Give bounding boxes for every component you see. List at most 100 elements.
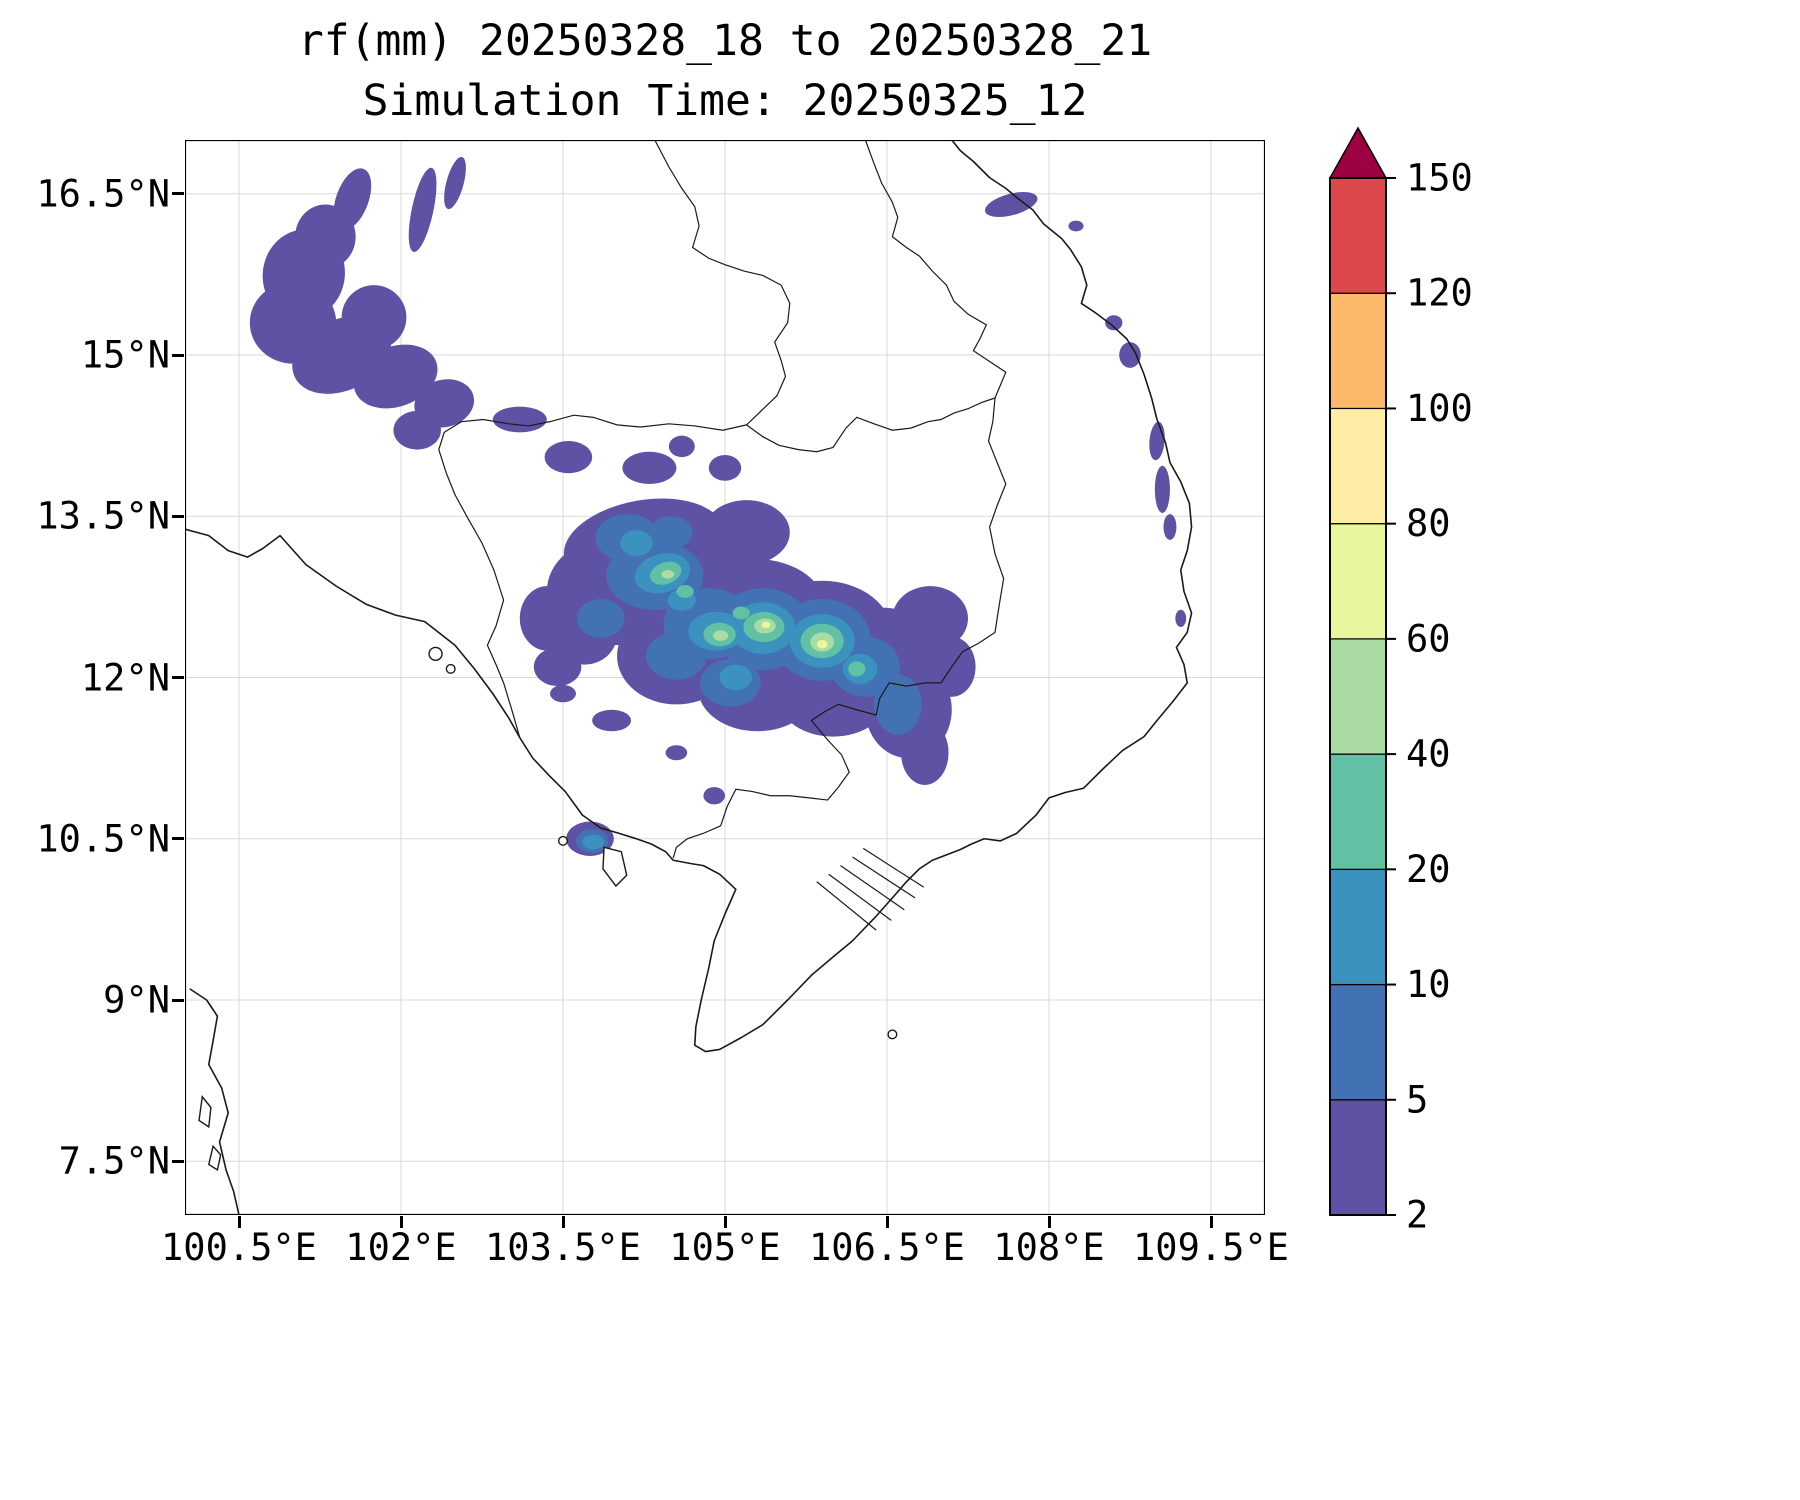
rain-cell [665, 745, 688, 761]
y-tick-label: 13.5°N [36, 494, 170, 538]
rain-cell [676, 585, 694, 598]
x-tick-label: 109.5°E [1133, 1226, 1289, 1269]
y-tick-label: 12°N [80, 656, 170, 699]
rain-cell [1175, 609, 1187, 627]
y-tick-label: 10.5°N [36, 817, 170, 861]
colorbar-canvas: 2 5 10 20 40 60 80 100 120 150 [1328, 126, 1473, 1237]
rain-cell [1154, 465, 1170, 514]
rain-cell [353, 344, 438, 409]
y-tick-mark [172, 998, 184, 1002]
island-koh-chang [429, 647, 442, 660]
y-tick-mark [172, 514, 184, 518]
colorbar-band [1329, 983, 1387, 1101]
title-block: rf(mm) 20250328_18 to 20250328_21 Simula… [185, 16, 1265, 126]
rain-cell [892, 586, 968, 651]
lagoon-island [209, 1146, 221, 1170]
rain-cell [592, 709, 632, 732]
colorbar-band [1329, 292, 1387, 410]
rain-cell [492, 406, 547, 433]
rain-cell [1163, 514, 1177, 540]
border-laos-cambodia [747, 398, 995, 452]
border-laos-vietnam [865, 140, 1005, 398]
rain-cell [703, 500, 790, 565]
mekong-channel [841, 866, 905, 910]
colorbar-band [1329, 638, 1387, 755]
rain-cell [622, 451, 677, 484]
x-tick-label: 105°E [669, 1226, 781, 1269]
rain-cell [761, 621, 771, 629]
lagoon-island [199, 1097, 211, 1127]
rain-cell [732, 606, 750, 620]
rain-cell [408, 167, 437, 252]
rain-cell [848, 661, 866, 677]
x-tick-mark [723, 1216, 727, 1228]
x-tick-label: 100.5°E [161, 1226, 317, 1269]
rain-cell [816, 639, 828, 649]
y-tick-mark [172, 353, 184, 357]
mekong-channel [863, 848, 923, 887]
rain-cell [444, 156, 466, 210]
colorbar-over-arrow [1328, 126, 1388, 179]
colorbar-band [1329, 868, 1387, 986]
x-tick-mark [399, 1216, 403, 1228]
rain-cell [874, 674, 922, 735]
rainfall-shading [249, 156, 1187, 856]
rain-cell [577, 599, 625, 638]
y-tick-label: 16.5°N [36, 172, 170, 216]
x-tick-mark [1209, 1216, 1213, 1228]
map-canvas [185, 140, 1265, 1215]
colorbar-tick-label: 60 [1406, 617, 1451, 660]
colorbar-tick-label: 10 [1406, 963, 1451, 1006]
colorbar-band [1329, 407, 1387, 525]
y-tick-mark [172, 192, 184, 196]
rain-cell [393, 410, 441, 450]
plot-title: rf(mm) 20250328_18 to 20250328_21 [297, 16, 1153, 66]
colorbar-tick-label: 150 [1406, 157, 1473, 200]
y-tick-mark [172, 1159, 184, 1163]
rain-cell [649, 516, 693, 549]
coastline-main [185, 140, 1192, 1052]
rain-cell [341, 285, 407, 350]
rain-cell [1105, 315, 1123, 331]
x-tick-mark [1047, 1216, 1051, 1228]
border-thailand-laos [655, 140, 790, 425]
colorbar-tick-label: 20 [1406, 848, 1451, 891]
rain-cell [646, 632, 707, 680]
rain-cell [550, 685, 576, 703]
rain-cell [984, 192, 1038, 217]
rain-cell [713, 630, 729, 641]
y-tick-label: 9°N [103, 978, 170, 1022]
x-tick-label: 103.5°E [485, 1226, 641, 1269]
rain-cell [620, 530, 653, 557]
rain-cell [901, 720, 949, 785]
island-koh-rong [559, 837, 568, 846]
rain-cell [533, 647, 582, 687]
coastlines-and-borders [185, 140, 1192, 1215]
rain-cell [719, 664, 752, 691]
rain-cell [661, 570, 675, 579]
border-thailand-cambodia [439, 415, 747, 738]
y-tick-label: 15°N [80, 333, 170, 377]
colorbar-tick-label: 2 [1406, 1194, 1428, 1237]
x-axis-labels: 100.5°E 102°E 103.5°E 105°E 106.5°E 108°E 109.… [161, 1226, 1289, 1271]
x-tick-label: 102°E [345, 1226, 457, 1269]
coastline-peninsula [190, 989, 239, 1215]
island-con-dao [888, 1030, 897, 1039]
island-phu-quoc [603, 847, 627, 886]
x-tick-mark [237, 1216, 241, 1228]
mekong-channel [852, 857, 915, 898]
rain-cell [708, 454, 742, 481]
colorbar-tick-label: 100 [1406, 387, 1473, 430]
map-plot-area [185, 140, 1265, 1215]
colorbar-band [1329, 753, 1387, 870]
x-tick-label: 108°E [993, 1226, 1105, 1269]
rain-cell [582, 834, 605, 850]
y-tick-mark [172, 676, 184, 679]
colorbar-band [1329, 523, 1387, 640]
colorbar-tick-label: 5 [1406, 1078, 1428, 1121]
y-axis-labels: 16.5°N 15°N 13.5°N 12°N 10.5°N 9°N 7.5°N [0, 140, 170, 1215]
border-cambodia-vietnam [673, 398, 1006, 858]
x-tick-mark [561, 1216, 565, 1228]
rain-cell [1149, 421, 1165, 461]
mekong-channel [817, 882, 876, 930]
